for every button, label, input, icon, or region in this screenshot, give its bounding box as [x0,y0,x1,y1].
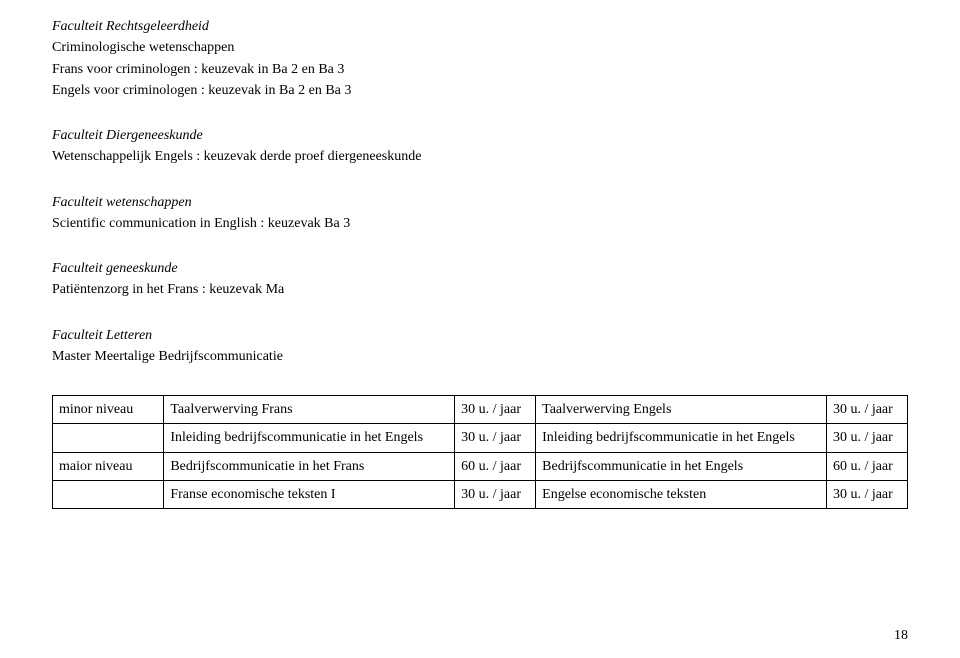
cell-level: maior niveau [53,452,164,480]
table-row: minor niveau Taalverwerving Frans 30 u. … [53,396,908,424]
cell-course: Inleiding bedrijfscommunicatie in het En… [536,424,827,452]
table-row: maior niveau Bedrijfscommunicatie in het… [53,452,908,480]
section-title: Faculteit Diergeneeskunde [52,125,908,146]
body-line: Engels voor criminologen : keuzevak in B… [52,80,908,101]
cell-course: Taalverwerving Frans [164,396,455,424]
body-line: Master Meertalige Bedrijfscommunicatie [52,346,908,367]
course-table: minor niveau Taalverwerving Frans 30 u. … [52,395,908,509]
cell-course: Bedrijfscommunicatie in het Engels [536,452,827,480]
cell-course: Inleiding bedrijfscommunicatie in het En… [164,424,455,452]
page-number: 18 [894,628,908,644]
body-line: Patiëntenzorg in het Frans : keuzevak Ma [52,279,908,300]
section-title: Faculteit wetenschappen [52,192,908,213]
cell-hours: 60 u. / jaar [455,452,536,480]
cell-hours: 30 u. / jaar [826,424,907,452]
cell-hours: 30 u. / jaar [455,480,536,508]
table-row: Inleiding bedrijfscommunicatie in het En… [53,424,908,452]
cell-hours: 30 u. / jaar [455,396,536,424]
cell-level: minor niveau [53,396,164,424]
cell-course: Taalverwerving Engels [536,396,827,424]
document-page: Faculteit Rechtsgeleerdheid Criminologis… [0,0,960,509]
cell-level [53,424,164,452]
cell-course: Franse economische teksten I [164,480,455,508]
cell-course: Engelse economische teksten [536,480,827,508]
section-title: Faculteit geneeskunde [52,258,908,279]
body-line: Scientific communication in English : ke… [52,213,908,234]
section-title: Faculteit Letteren [52,325,908,346]
table-row: Franse economische teksten I 30 u. / jaa… [53,480,908,508]
body-line: Wetenschappelijk Engels : keuzevak derde… [52,146,908,167]
section-subtitle: Criminologische wetenschappen [52,37,908,58]
cell-course: Bedrijfscommunicatie in het Frans [164,452,455,480]
cell-level [53,480,164,508]
cell-hours: 30 u. / jaar [826,396,907,424]
cell-hours: 30 u. / jaar [826,480,907,508]
cell-hours: 30 u. / jaar [455,424,536,452]
body-line: Frans voor criminologen : keuzevak in Ba… [52,59,908,80]
section-title: Faculteit Rechtsgeleerdheid [52,16,908,37]
cell-hours: 60 u. / jaar [826,452,907,480]
